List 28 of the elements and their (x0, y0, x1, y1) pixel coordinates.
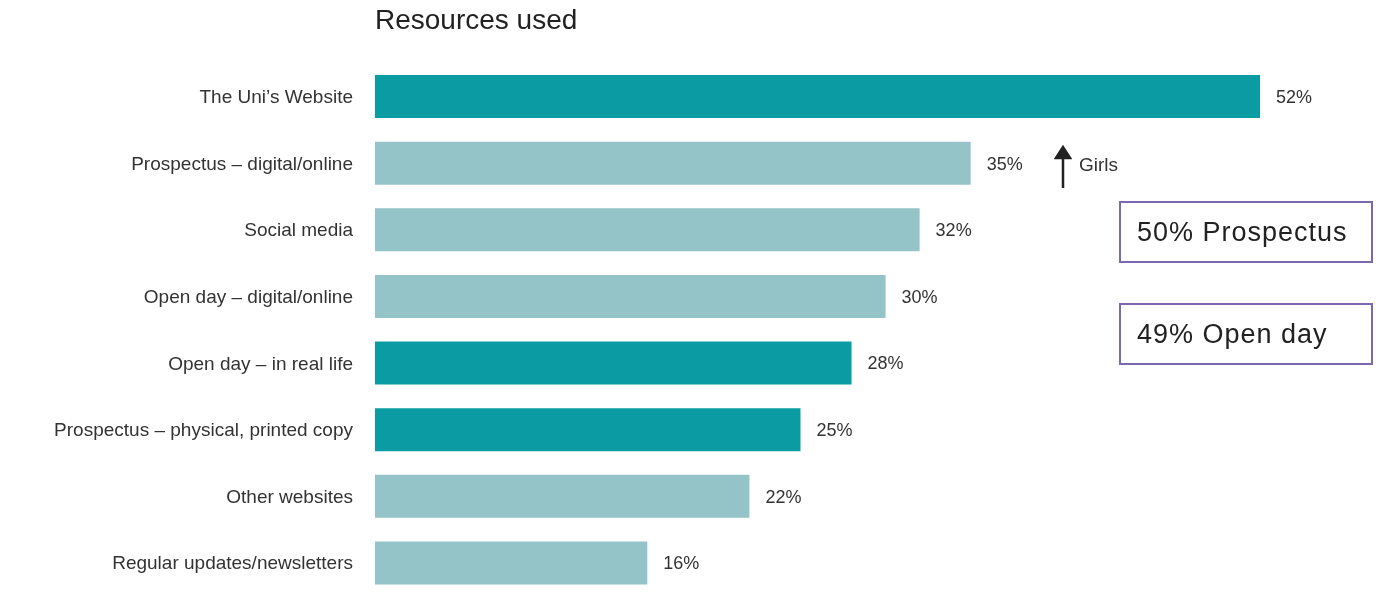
bar (375, 208, 920, 252)
bar (375, 474, 750, 518)
bar (375, 274, 886, 318)
data-label: 35% (986, 153, 1023, 174)
data-label: 32% (935, 220, 972, 241)
bar (375, 408, 801, 452)
y-tick-label: Prospectus – physical, printed copy (54, 419, 354, 441)
bar (375, 75, 1260, 118)
data-label: 22% (765, 486, 802, 507)
annotation: Girls (1079, 154, 1119, 176)
annotation: 49% Open day (1119, 303, 1373, 365)
data-label: 28% (867, 353, 904, 374)
data-label: 25% (816, 420, 853, 441)
bar (375, 341, 852, 385)
annotation: 50% Prospectus (1119, 201, 1373, 263)
y-tick-label: The Uni’s Website (199, 86, 353, 108)
data-label: 16% (663, 553, 700, 574)
y-tick-label: Prospectus – digital/online (131, 152, 353, 174)
y-tick-label: Social media (244, 219, 354, 241)
data-label: 30% (901, 286, 938, 307)
data-label: 52% (1276, 86, 1313, 107)
chart-title: Resources used (375, 4, 578, 36)
y-tick-label: Other websites (226, 485, 353, 507)
y-tick-label: Regular updates/newsletters (112, 552, 353, 574)
y-tick-label: Open day – in real life (168, 352, 353, 374)
y-tick-label: Open day – digital/online (143, 285, 353, 307)
bar (375, 541, 648, 585)
bar (375, 141, 971, 185)
